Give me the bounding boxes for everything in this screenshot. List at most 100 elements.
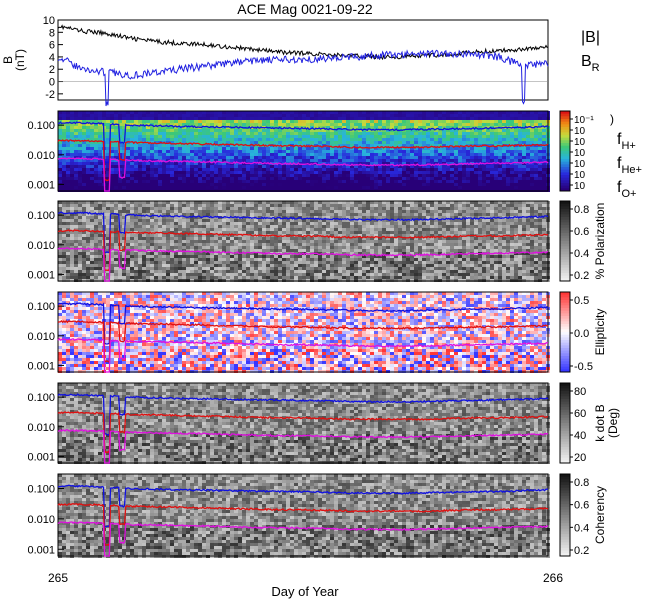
colorbar-cell	[560, 423, 570, 427]
colorbar-cell	[560, 388, 570, 392]
panel-k-dot-B: 0.100 0.010 0.001 80 60 40 20 k dot B (Deg)	[27, 382, 620, 464]
colorbar-cell	[560, 350, 570, 354]
colorbar-cell	[560, 267, 570, 271]
colorbar-cell	[560, 553, 570, 557]
colorbar-cell	[560, 206, 570, 210]
colorbar-frame	[559, 382, 571, 464]
panels: 1086420-2B(nT)0.1000.0100.00110⁻¹1010101…	[1, 15, 620, 558]
colorbar-cell	[560, 506, 570, 511]
colorbar-cell	[560, 452, 570, 456]
colorbar-tick-label: 0.8	[574, 477, 589, 489]
colorbar-cell	[560, 531, 570, 535]
colorbar-cell	[560, 140, 570, 144]
y-tick-label: 0.010	[27, 150, 55, 162]
colorbar-cell	[560, 278, 570, 282]
colorbar-cell	[560, 509, 570, 513]
figure-title: ACE Mag 0021-09-22	[237, 1, 373, 17]
colorbar-frame	[559, 473, 571, 557]
heatmap-cells	[58, 383, 550, 464]
colorbar-cell	[560, 385, 570, 389]
y-tick-label: 0.100	[27, 301, 55, 313]
colorbar-cell	[560, 324, 570, 328]
colorbar-cell	[560, 225, 570, 229]
colorbar-cell	[560, 159, 570, 163]
panel-frame	[57, 200, 549, 282]
colorbar-cell	[560, 340, 570, 344]
colorbar-tick-label: 0.6	[574, 500, 589, 512]
colorbar-cell	[560, 235, 570, 239]
colorbar-cell	[560, 334, 570, 338]
colorbar-label: k dot B	[593, 404, 607, 441]
colorbar-tick-label: 20	[574, 452, 586, 464]
colorbar-cell	[560, 431, 570, 435]
colorbar-cell	[560, 361, 570, 365]
colorbar-cell	[560, 214, 570, 218]
gyro-line-f-h	[57, 302, 549, 345]
colorbar-cell	[560, 420, 570, 424]
colorbar-cell	[560, 534, 570, 538]
colorbar-cell	[560, 369, 570, 373]
colorbar-cell	[560, 313, 570, 317]
colorbar-cell	[560, 308, 570, 312]
colorbar-cell	[560, 294, 570, 298]
colorbar-label: % Polarization	[593, 203, 607, 280]
colorbar-cell	[560, 124, 570, 128]
colorbar-cell	[560, 407, 570, 411]
colorbar-frame	[559, 200, 571, 282]
colorbar-cell	[560, 396, 570, 400]
colorbar-cell	[560, 203, 570, 207]
colorbar-cell	[560, 161, 570, 165]
colorbar-cell	[560, 148, 570, 152]
colorbar-cell	[560, 169, 570, 173]
colorbar-cell	[560, 482, 570, 486]
legend-fhe: fHe+	[617, 155, 642, 176]
y-tick-label: 0.001	[27, 269, 55, 281]
colorbar-cell	[560, 528, 570, 532]
legend-fh: fH+	[617, 131, 636, 152]
colorbar-cell	[560, 329, 570, 333]
colorbar-cell	[560, 512, 570, 516]
colorbar-tick-label: 0.4	[574, 522, 589, 534]
colorbar-cell	[560, 455, 570, 459]
colorbar-cell	[560, 318, 570, 322]
colorbar-cell	[560, 321, 570, 325]
colorbar-cell	[560, 479, 570, 483]
colorbar-cell	[560, 153, 570, 157]
y-tick-label: 0.010	[27, 514, 55, 526]
colorbar-cell	[560, 484, 570, 489]
y-tick-label: 0.001	[27, 179, 55, 191]
colorbar-cell	[560, 129, 570, 133]
gyro-line-f-o	[57, 428, 549, 464]
colorbar-cell	[560, 460, 570, 464]
gyro-line-f-he	[57, 139, 549, 182]
colorbar-cell	[560, 449, 570, 453]
colorbar-cell	[560, 433, 570, 437]
gyro-line-f-o	[57, 521, 549, 557]
heatmap-cells	[58, 201, 550, 282]
heatmap-cells	[58, 474, 550, 558]
y-tick-label: 0.100	[27, 392, 55, 404]
colorbar-tick-label: 0.8	[574, 204, 589, 216]
colorbar-cell	[560, 547, 570, 552]
gyro-line-f-o	[57, 337, 549, 373]
colorbar-cell	[560, 137, 570, 141]
legend-bmag: |B|	[581, 29, 600, 46]
colorbar-cell	[560, 356, 570, 360]
colorbar-frame	[559, 110, 571, 192]
colorbar-cell	[560, 447, 570, 451]
colorbar-cell	[560, 222, 570, 226]
colorbar-cell	[560, 292, 570, 296]
gyro-line-f-h	[57, 211, 549, 254]
colorbar-cell	[560, 415, 570, 419]
colorbar-cell	[560, 297, 570, 301]
y-tick-label: 0.010	[27, 331, 55, 343]
y-tick-label: 0.001	[27, 451, 55, 463]
colorbar-cell	[560, 310, 570, 314]
gyro-line-f-he	[57, 229, 549, 272]
colorbar-tick-label: 40	[574, 430, 586, 442]
colorbar-cell	[560, 425, 570, 429]
